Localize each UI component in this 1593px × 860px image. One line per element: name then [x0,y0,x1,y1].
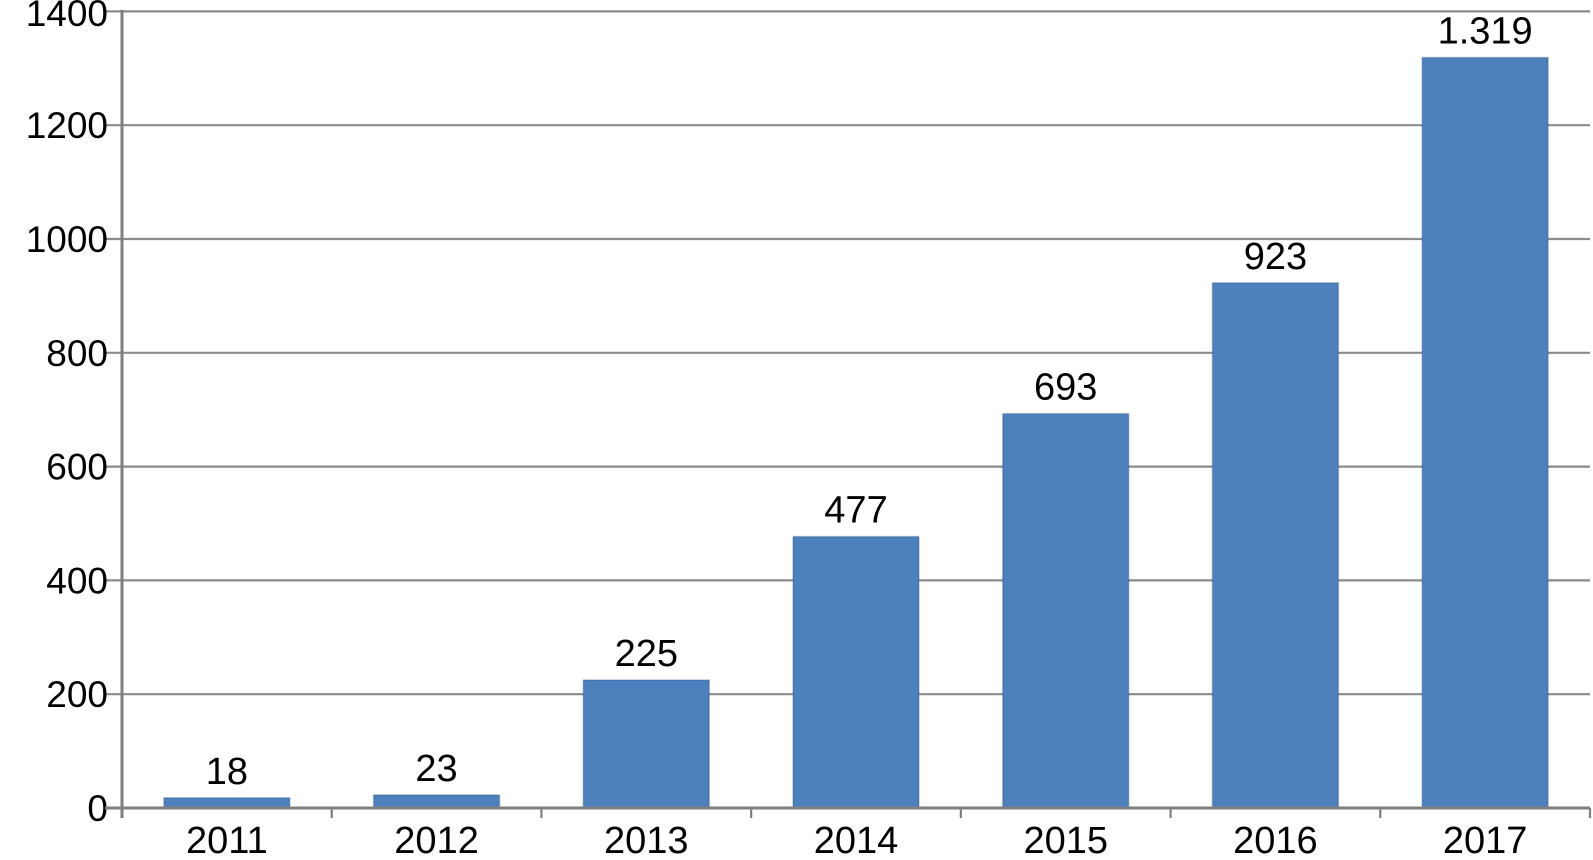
x-axis-category-label: 2012 [394,820,479,860]
bar-2014 [792,535,920,809]
x-axis-category-label: 2015 [1023,820,1108,860]
bar-2011 [163,797,291,809]
y-axis-tick-label: 800 [46,333,108,374]
bar-2012 [372,794,501,809]
y-axis-tick-label: 1200 [26,105,108,146]
bar-value-label: 18 [206,751,248,793]
x-axis-category-label: 2017 [1443,820,1528,860]
x-axis-category-label: 2016 [1233,820,1318,860]
bar-2015 [1001,412,1130,809]
bar-2017 [1421,56,1549,809]
x-axis-category-label: 2013 [604,820,689,860]
bar-value-label: 1.319 [1438,10,1533,52]
y-axis-tick-label: 0 [87,788,108,829]
bar-value-label: 923 [1244,236,1307,278]
bar-2016 [1211,282,1340,809]
y-axis-tick-label: 1000 [26,219,108,260]
bar-value-label: 23 [415,748,457,790]
y-axis-tick-label: 200 [46,674,108,715]
y-axis-tick-label: 600 [46,447,108,488]
bar-value-label: 477 [824,490,887,532]
x-axis-category-label: 2011 [186,820,268,860]
bar-2013 [582,679,711,809]
x-axis-category-label: 2014 [814,820,899,860]
y-axis-tick-label: 400 [46,560,108,601]
bar-value-label: 225 [615,633,678,675]
bar-value-label: 693 [1034,367,1097,409]
y-axis-tick-label: 1400 [26,0,108,34]
